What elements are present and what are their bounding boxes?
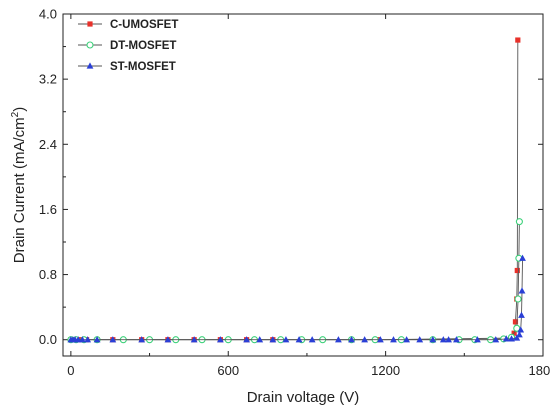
data-point [79, 336, 86, 343]
y-axis-title: Drain Current (mA/cm2) [10, 107, 28, 263]
legend: C-UMOSFET DT-MOSFET ST-MOSFET [78, 19, 178, 73]
data-point [164, 336, 172, 343]
x-tick-label: 600 [217, 363, 239, 378]
y-tick-label: 4.0 [39, 7, 57, 22]
data-point [190, 336, 198, 343]
legend-marker [86, 62, 94, 69]
legend-label: C-UMOSFET [110, 19, 178, 31]
y-tick-label: 1.6 [39, 202, 57, 217]
data-point [515, 218, 523, 226]
data-point [109, 336, 117, 343]
data-point [84, 336, 92, 343]
y-tick-label: 0.0 [39, 332, 57, 347]
data-point [376, 336, 384, 343]
data-point [308, 336, 316, 343]
legend-label: ST-MOSFET [110, 61, 176, 73]
data-point [508, 335, 515, 342]
data-point [518, 311, 525, 318]
data-point [243, 336, 251, 343]
legend-marker [86, 41, 94, 49]
data-point [138, 336, 146, 343]
data-point [429, 336, 437, 343]
data-point [514, 267, 520, 274]
data-point [514, 295, 522, 303]
series-st-mosfet [67, 254, 526, 343]
y-axis-title-sup: 2 [10, 111, 21, 117]
data-point [216, 336, 224, 343]
data-point [295, 336, 303, 343]
y-tick-label: 0.8 [39, 267, 57, 282]
data-point [445, 336, 452, 343]
y-tick-label: 2.4 [39, 137, 57, 152]
data-point [416, 336, 424, 343]
data-point [361, 336, 369, 343]
data-point [439, 336, 447, 343]
data-point [282, 336, 290, 343]
x-tick-label: 0 [67, 363, 74, 378]
y-axis-ticks: 0.0 0.8 1.6 2.4 3.2 4.0 [39, 7, 543, 347]
y-axis-title-main: Drain Current (mA/cm [11, 117, 28, 263]
legend-label: DT-MOSFET [110, 40, 176, 52]
data-point [492, 336, 500, 343]
data-point [348, 336, 355, 343]
data-point [390, 336, 397, 343]
x-tick-label: 1200 [371, 363, 400, 378]
data-point [453, 336, 460, 343]
data-point [513, 334, 521, 341]
data-point [269, 336, 277, 343]
legend-marker [87, 21, 93, 27]
data-point [518, 287, 526, 294]
series-layer [67, 37, 526, 344]
data-point [474, 336, 481, 343]
data-point [515, 37, 521, 43]
y-axis-title-end: ) [11, 107, 28, 112]
x-axis-title: Drain voltage (V) [247, 389, 360, 406]
y-tick-label: 3.2 [39, 72, 57, 87]
data-point [515, 331, 523, 338]
data-point [403, 336, 411, 343]
data-point [517, 326, 525, 333]
data-point [502, 335, 510, 342]
plot-area [62, 13, 544, 357]
data-point [519, 254, 526, 261]
data-point [93, 336, 101, 343]
data-point [512, 319, 519, 325]
data-point [335, 336, 342, 343]
data-point [256, 336, 264, 343]
